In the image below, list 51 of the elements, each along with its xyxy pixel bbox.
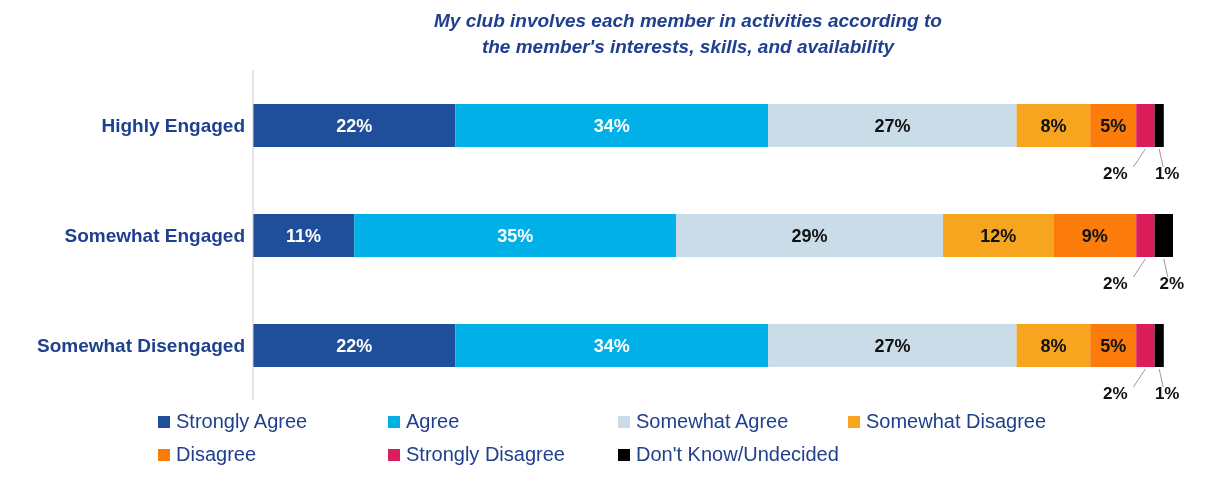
legend-label: Somewhat Disagree [865,410,1048,433]
data-label: 27% [874,115,911,136]
bar [1136,104,1155,147]
bar [1136,324,1155,367]
legend-label: Don't Know/Undecided [635,443,840,466]
bar [1136,214,1155,257]
bar [1154,214,1173,257]
bar [1053,214,1137,257]
bar [253,214,355,257]
bar [455,324,769,367]
bar [1154,324,1164,367]
data-label: 2% [1103,164,1128,183]
data-label: 8% [1040,335,1067,356]
bar [253,324,456,367]
data-label: 34% [593,115,630,136]
y-tick-label: Somewhat Engaged [64,224,245,246]
legend-label: Somewhat Agree [635,410,790,433]
data-label: 35% [497,225,534,246]
legend-label: Strongly Disagree [405,443,566,466]
bar [1154,104,1164,147]
y-tick-label: Highly Engaged [101,114,245,136]
bar [253,104,456,147]
bar [1016,324,1091,367]
legend-label: Disagree [175,443,258,466]
data-label: 2% [1159,274,1185,293]
chart-title: My club involves each member in activities according to the member's interests, skills, and availability [433,9,943,59]
data-label: 1% [1154,164,1180,183]
legend-label: Agree [405,410,461,433]
data-label: 2% [1103,274,1128,293]
data-label: 29% [791,225,828,246]
data-label: 5% [1100,335,1127,356]
legend-label: Strongly Agree [175,410,309,433]
data-label: 5% [1100,115,1127,136]
data-label: 2% [1103,384,1128,403]
data-label: 8% [1040,115,1067,136]
bar [1016,104,1091,147]
data-label: 22% [336,115,373,136]
bar [455,104,769,147]
data-label: 22% [336,335,373,356]
bar [768,104,1017,147]
data-label: 11% [286,225,322,246]
data-label: 34% [593,335,630,356]
data-label: 9% [1081,225,1108,246]
data-label: 27% [874,335,911,356]
bar [943,214,1054,257]
data-label: 1% [1154,384,1180,403]
bar [354,214,677,257]
data-label: 12% [980,225,1017,246]
y-tick-label: Somewhat Disengaged [37,334,245,356]
bar [768,324,1017,367]
bar [676,214,943,257]
